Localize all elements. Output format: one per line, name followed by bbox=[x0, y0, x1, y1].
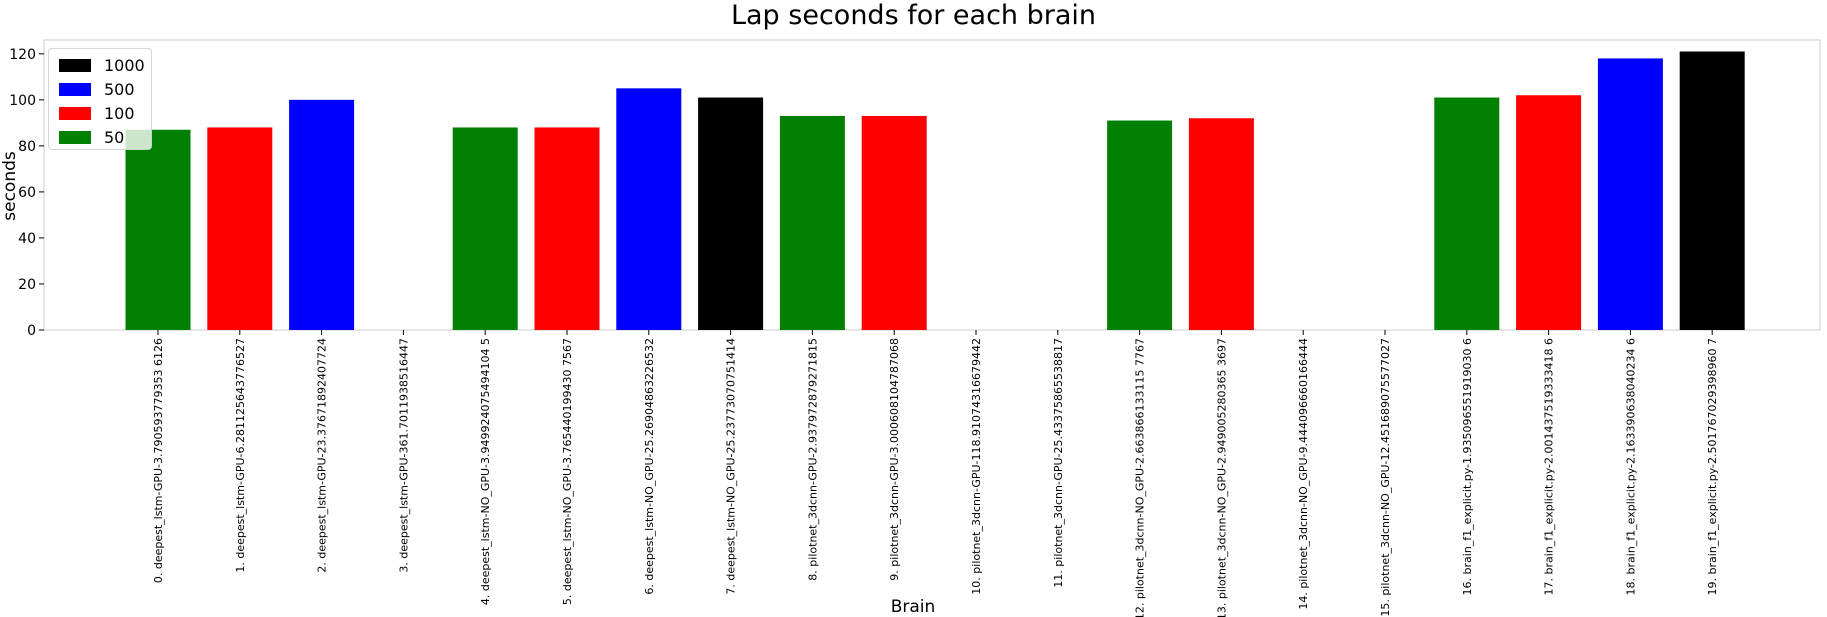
bar-9 bbox=[861, 115, 927, 330]
legend-label-500: 500 bbox=[104, 79, 135, 99]
x-tick-label-0: 0. deepest_lstm-GPU-3.790593779353 6126 bbox=[152, 338, 165, 583]
x-axis-label: Brain bbox=[890, 597, 936, 617]
y-tick-label-20: 20 bbox=[18, 277, 36, 293]
bar-8 bbox=[779, 115, 845, 330]
x-tick-label-3: 3. deepest_lstm-GPU-361.7011938516447 bbox=[397, 338, 410, 573]
bar-2 bbox=[289, 99, 355, 330]
x-tick-label-8: 8. pilotnet_3dcnn-GPU-2.937972879271815 bbox=[806, 338, 819, 581]
bar-0 bbox=[125, 129, 191, 330]
x-tick-label-11: 11. pilotnet_3dcnn-GPU-25.43375865538817 bbox=[1052, 338, 1065, 588]
bar-16 bbox=[1434, 97, 1500, 331]
legend-item-100: 100 bbox=[59, 103, 135, 123]
legend-swatch-500 bbox=[59, 82, 91, 96]
legend-label-50: 50 bbox=[104, 127, 125, 147]
x-tick-label-16: 16. brain_f1_explicit.py-1.9350965519190… bbox=[1461, 338, 1474, 595]
y-tick-label-0: 0 bbox=[27, 323, 36, 339]
bar-5 bbox=[534, 127, 600, 330]
bar-17 bbox=[1516, 95, 1582, 330]
bar-7 bbox=[698, 97, 764, 331]
bar-18 bbox=[1597, 58, 1663, 331]
legend-item-1000: 1000 bbox=[59, 55, 145, 75]
x-tick-label-5: 5. deepest_lstm-NO_GPU-3.765440199430 75… bbox=[561, 338, 574, 605]
x-tick-label-2: 2. deepest_lstm-GPU-23.37671892407724 bbox=[316, 338, 329, 573]
legend-swatch-1000 bbox=[59, 58, 91, 72]
x-tick-label-9: 9. pilotnet_3dcnn-GPU-3.000608104787068 bbox=[888, 338, 901, 581]
x-tick-label-6: 6. deepest_lstm-NO_GPU-25.26904863226532 bbox=[643, 338, 656, 595]
y-tick-label-40: 40 bbox=[18, 231, 36, 247]
legend-swatch-100 bbox=[59, 106, 91, 120]
bar-19 bbox=[1679, 51, 1745, 331]
x-tick-label-7: 7. deepest_lstm-NO_GPU-25.23773070751414 bbox=[725, 338, 738, 595]
y-axis-label: seconds bbox=[0, 151, 20, 221]
bar-1 bbox=[207, 127, 273, 330]
bar-4 bbox=[452, 127, 518, 330]
y-tick-label-80: 80 bbox=[18, 139, 36, 155]
x-tick-label-13: 13. pilotnet_3dcnn-NO_GPU-2.949005280365… bbox=[1215, 338, 1228, 617]
bar-12 bbox=[1107, 120, 1173, 330]
x-tick-label-12: 12. pilotnet_3dcnn-NO_GPU-2.663866133115… bbox=[1134, 338, 1147, 617]
legend-label-100: 100 bbox=[104, 103, 135, 123]
legend-item-500: 500 bbox=[59, 79, 135, 99]
bar-13 bbox=[1188, 118, 1254, 330]
x-tick-label-4: 4. deepest_lstm-NO_GPU-3.949924075494104… bbox=[479, 338, 492, 605]
x-tick-label-18: 18. brain_f1_explicit.py-2.1633906380402… bbox=[1624, 338, 1637, 595]
legend-item-50: 50 bbox=[59, 127, 124, 147]
x-tick-label-10: 10. pilotnet_3dcnn-GPU-118.9107431667944… bbox=[970, 338, 983, 595]
y-tick-label-120: 120 bbox=[9, 47, 36, 63]
x-tick-label-1: 1. deepest_lstm-GPU-6.281125643776527 bbox=[234, 338, 247, 573]
x-tick-label-15: 15. pilotnet_3dcnn-NO_GPU-12.45168907557… bbox=[1379, 338, 1392, 617]
y-tick-label-100: 100 bbox=[9, 93, 36, 109]
x-tick-label-14: 14. pilotnet_3dcnn-NO_GPU-9.444096660166… bbox=[1297, 338, 1310, 610]
bar-6 bbox=[616, 88, 682, 330]
legend-swatch-50 bbox=[59, 130, 91, 144]
plot-frame bbox=[43, 39, 1821, 331]
y-tick-label-60: 60 bbox=[18, 185, 36, 201]
x-tick-label-17: 17. brain_f1_explicit.py-2.0014375193334… bbox=[1543, 338, 1556, 595]
chart-title: Lap seconds for each brain bbox=[730, 0, 1097, 31]
x-tick-label-19: 19. brain_f1_explicit.py-2.5017670293989… bbox=[1706, 338, 1719, 595]
legend: 1000 500 100 50 bbox=[48, 48, 152, 150]
legend-label-1000: 1000 bbox=[104, 55, 145, 75]
